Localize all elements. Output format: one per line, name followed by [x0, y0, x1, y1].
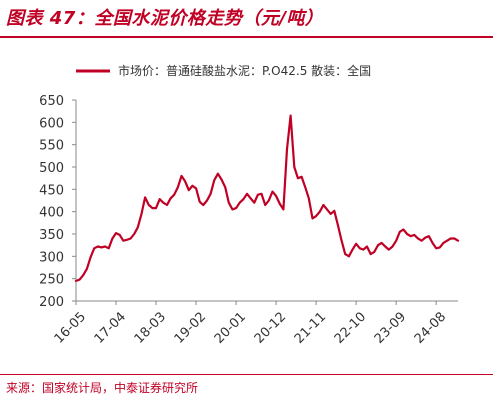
y-tick-label: 250	[39, 273, 64, 288]
line-chart: 市场价：普通硅酸盐水泥：P.O42.5 散装：全国 200 250 300 350 40…	[39, 63, 460, 347]
y-axis-ticks: 200 250 300 350 400 450 500 550 600 650	[39, 94, 76, 310]
figure-title: 图表 47：全国水泥价格走势（元/吨）	[6, 8, 324, 29]
y-tick-label: 550	[39, 139, 64, 154]
y-tick-label: 200	[39, 295, 64, 310]
y-tick-label: 600	[39, 116, 64, 131]
x-tick-label: 22-10	[332, 309, 369, 346]
footer-divider	[0, 374, 493, 375]
x-tick-label: 24-08	[412, 309, 449, 346]
x-tick-label: 17-04	[92, 309, 129, 346]
y-tick-label: 350	[39, 228, 64, 243]
x-tick-label: 16-05	[52, 309, 89, 346]
x-tick-label: 20-01	[212, 309, 249, 346]
x-tick-label: 20-12	[252, 309, 289, 346]
y-tick-label: 300	[39, 250, 64, 265]
legend: 市场价：普通硅酸盐水泥：P.O42.5 散装：全国	[76, 63, 371, 78]
series-line-cement-price	[74, 114, 460, 282]
source-note: 来源：国家统计局，中泰证券研究所	[6, 381, 199, 395]
title-divider	[0, 36, 493, 38]
y-tick-label: 450	[39, 183, 64, 198]
x-tick-label: 23-09	[372, 309, 409, 346]
x-axis-ticks: 16-05 17-04 18-03 19-02 20-01 20-12 21-11 22-10…	[52, 301, 449, 347]
y-tick-label: 400	[39, 206, 64, 221]
x-tick-label: 21-11	[292, 309, 329, 346]
x-tick-label: 19-02	[172, 309, 209, 346]
x-tick-label: 18-03	[132, 309, 169, 346]
y-tick-label: 500	[39, 161, 64, 176]
legend-label: 市场价：普通硅酸盐水泥：P.O42.5 散装：全国	[118, 63, 371, 78]
y-tick-label: 650	[39, 94, 64, 109]
